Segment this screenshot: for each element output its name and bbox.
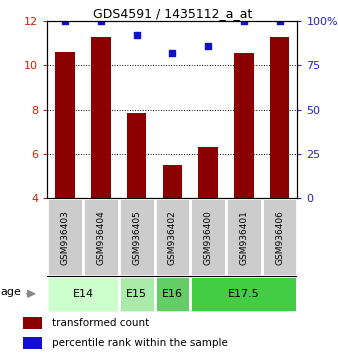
Title: GDS4591 / 1435112_a_at: GDS4591 / 1435112_a_at [93,7,252,20]
Bar [262,198,297,276]
Text: GSM936405: GSM936405 [132,210,141,265]
Bar [163,165,182,198]
Text: E14: E14 [72,289,94,299]
Bar [55,52,75,198]
Text: GSM936402: GSM936402 [168,210,177,264]
Bar [154,198,190,276]
Point [241,18,246,24]
Bar [119,276,154,312]
Text: age: age [0,287,21,297]
Text: E16: E16 [162,289,183,299]
Bar [270,37,289,198]
Bar [119,198,154,276]
Bar [91,37,111,198]
Text: E17.5: E17.5 [228,289,260,299]
Point [63,18,68,24]
Bar [226,198,262,276]
Bar [47,198,83,276]
Text: GSM936400: GSM936400 [203,210,213,265]
Point [206,43,211,49]
Point [134,33,139,38]
Bar [154,276,190,312]
Bar [23,337,43,349]
Bar [47,276,119,312]
Bar [23,316,43,329]
Bar [83,198,119,276]
Text: GSM936403: GSM936403 [61,210,70,265]
Text: transformed count: transformed count [52,318,149,327]
Bar [198,147,218,198]
Text: GSM936406: GSM936406 [275,210,284,265]
Point [170,50,175,56]
Bar [234,53,254,198]
Point [277,18,282,24]
Text: GSM936404: GSM936404 [96,210,105,264]
Bar [190,276,297,312]
Text: GSM936401: GSM936401 [239,210,248,265]
Bar [127,113,146,198]
Bar [190,198,226,276]
Text: E15: E15 [126,289,147,299]
Point [98,18,104,24]
Text: percentile rank within the sample: percentile rank within the sample [52,338,228,348]
